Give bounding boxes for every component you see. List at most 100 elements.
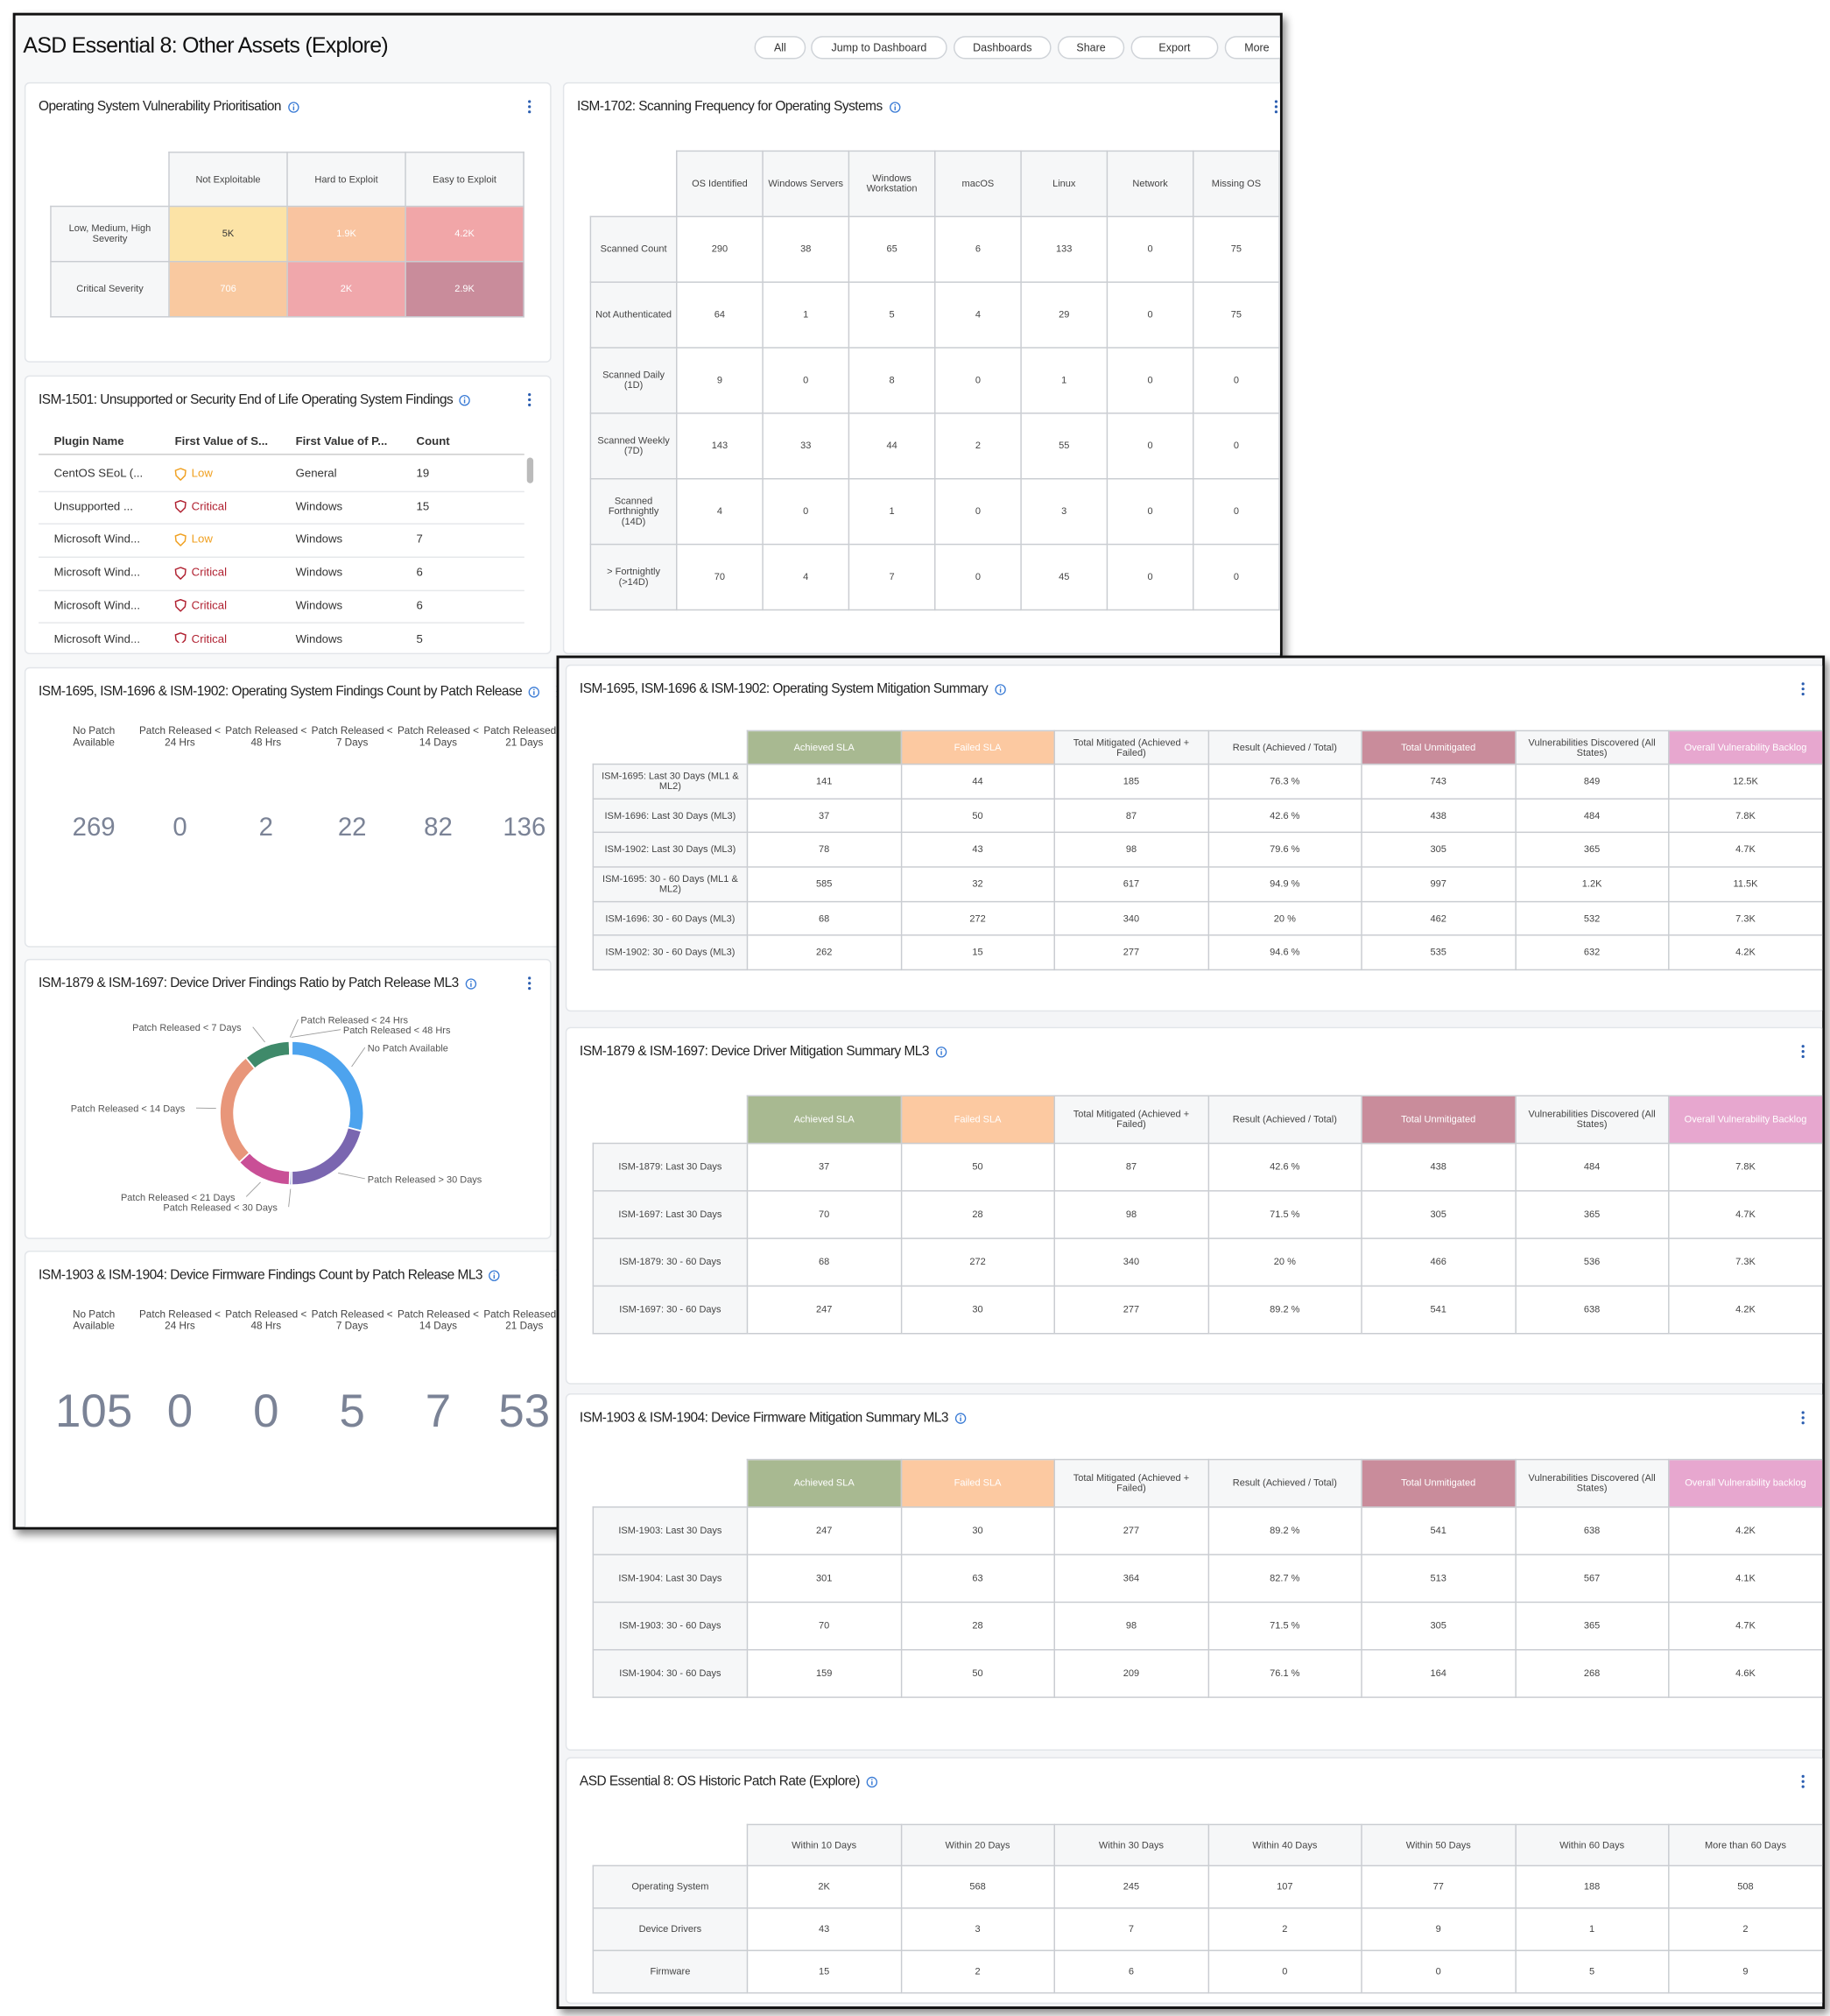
header-button[interactable]: Dashboards [954, 36, 1052, 60]
info-circle [489, 1269, 501, 1281]
list-cell: 5 [417, 623, 423, 642]
table-cell: 484 [1514, 1142, 1670, 1192]
row-label: ISM-1696: 30 - 60 Days (ML3) [592, 900, 749, 937]
count-value: 136 [503, 814, 546, 842]
table-cell: 6 [1053, 1949, 1209, 1994]
header-row: Not Exploitable Hard to Exploit Easy to Ex… [51, 152, 524, 208]
table-cell: 70 [746, 1601, 902, 1651]
table-cell: 0 [934, 543, 1022, 611]
panel-title: ISM-1695, ISM-1696 & ISM-1902: Operating… [580, 681, 1006, 696]
table-cell: 30 [900, 1506, 1055, 1555]
list-cell: CentOS SEoL (... [54, 458, 144, 490]
menu-dot [1801, 1774, 1805, 1778]
shield [174, 566, 187, 580]
header-button[interactable]: More [1224, 36, 1280, 60]
panel-menu[interactable] [527, 392, 532, 408]
table-row: ISM-1903: 30 - 60 Days 70 28 98 71.5 % 305 365… [592, 1601, 1823, 1651]
table-cell: 20 % [1207, 1237, 1362, 1287]
table-cell: 7.3K [1668, 1237, 1823, 1287]
table-cell: 617 [1053, 866, 1209, 902]
table-row: Scanned Weekly (7D) 143 33 44 2 55 0 0 [589, 412, 1280, 480]
header-button[interactable]: Share [1057, 36, 1125, 60]
menu-dot [528, 987, 531, 990]
panel-menu[interactable] [1273, 99, 1278, 115]
data-table: Achieved SLA Failed SLA Total Mitigated (A… [592, 730, 1823, 971]
table-cell: 37 [746, 1142, 902, 1192]
cell-text: Microsoft Wind... [53, 532, 141, 546]
cell-text: Windows [295, 565, 343, 579]
cell-text: Unsupported ... [53, 499, 133, 513]
menu-dot [1801, 1045, 1805, 1048]
info-icon [489, 1269, 501, 1281]
column-header: Within 30 Days [1053, 1823, 1209, 1867]
table-cell: 44 [900, 763, 1055, 800]
table-cell: 997 [1361, 866, 1517, 902]
header-button[interactable]: Export [1130, 36, 1219, 60]
row-label: ISM-1902: 30 - 60 Days (ML3) [592, 934, 749, 971]
row-label: ISM-1879: 30 - 60 Days [592, 1237, 749, 1287]
shield [174, 500, 187, 514]
table-cell: 247 [746, 1285, 902, 1335]
table-cell: 0 [1193, 543, 1280, 611]
table-cell: 38 [762, 215, 850, 283]
column-header: Missing OS [1193, 150, 1280, 218]
column-header: Within 10 Days [746, 1823, 902, 1867]
table-cell: 0 [762, 477, 850, 546]
count-value: 82 [424, 814, 453, 842]
row-label: Low, Medium, High Severity [50, 205, 170, 263]
corner-cell [51, 152, 169, 207]
header-button[interactable]: All [754, 36, 806, 60]
panel-menu[interactable] [1800, 1044, 1805, 1060]
column-header: Achieved SLA [746, 1458, 902, 1508]
table-row: Scanned Forthnightly (14D) 4 0 1 0 3 0 0 [589, 477, 1280, 546]
cell-text: Windows [295, 499, 343, 513]
dashboard-title: ASD Essential 8: Other Assets (Explore) [23, 33, 388, 59]
donut-label: Patch Released < 21 Days [121, 1193, 236, 1203]
cell-text: Microsoft Wind... [53, 631, 141, 643]
severity-label: Critical [191, 499, 228, 513]
table-cell: 164 [1361, 1649, 1517, 1698]
corner-cell [593, 1824, 747, 1865]
table-cell: 50 [900, 1142, 1055, 1192]
table-cell: 94.9 % [1207, 866, 1362, 902]
panel-menu[interactable] [1800, 1410, 1805, 1426]
table-cell: 3 [900, 1907, 1055, 1951]
table-cell: 484 [1514, 797, 1670, 834]
table-cell: 340 [1053, 1237, 1209, 1287]
table-cell: 638 [1514, 1506, 1670, 1555]
table-cell: 70 [746, 1190, 902, 1239]
column-header: Overall Vulnerability Backlog [1668, 730, 1823, 765]
table-cell: 28 [900, 1601, 1055, 1651]
table-cell: 1.2K [1514, 866, 1670, 902]
list-row: Microsoft Wind... Low Windows 7 [39, 524, 524, 559]
info-circle [459, 394, 471, 405]
overlay-window: ISM-1695, ISM-1696 & ISM-1902: Operating… [556, 655, 1826, 2010]
shield [174, 632, 187, 643]
info-icon [459, 394, 471, 405]
table-cell: 4.6K [1668, 1649, 1823, 1698]
panel-menu[interactable] [1800, 681, 1805, 697]
severity-label: Low [191, 466, 213, 480]
table-cell: 0 [1106, 477, 1194, 546]
table-cell: 7.8K [1668, 1142, 1823, 1192]
panel-menu[interactable] [1800, 1773, 1805, 1789]
table-cell: 245 [1053, 1864, 1209, 1909]
header-button[interactable]: Jump to Dashboard [811, 36, 947, 60]
panel-menu[interactable] [527, 976, 532, 991]
row-label: Not Authenticated [589, 281, 678, 349]
menu-dot [1801, 1785, 1805, 1788]
table-row: ISM-1697: Last 30 Days 70 28 98 71.5 % 305 365… [592, 1190, 1823, 1239]
panel-menu[interactable] [527, 99, 532, 115]
table-cell: 89.2 % [1207, 1506, 1362, 1555]
info-circle [994, 683, 1006, 694]
table-cell: 5K [168, 205, 288, 263]
list-cell: 6 [417, 589, 423, 622]
list-row: Microsoft Wind... Critical Windows 5 [39, 623, 524, 643]
list-cell: Microsoft Wind... [54, 589, 140, 622]
corner-cell [590, 151, 676, 216]
donut-segment [244, 1040, 292, 1070]
leader-line [252, 1026, 265, 1043]
menu-dot [1274, 100, 1278, 103]
count-value: 7 [425, 1384, 452, 1437]
